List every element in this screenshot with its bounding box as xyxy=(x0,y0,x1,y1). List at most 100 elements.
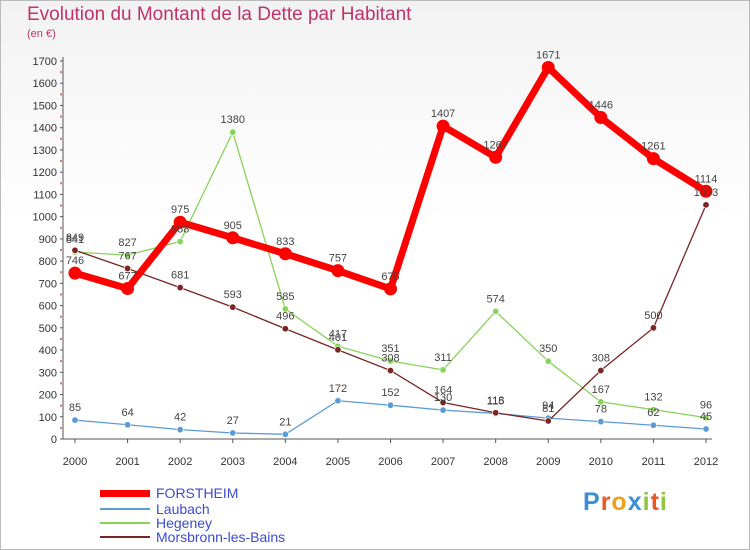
logo-letter: i xyxy=(642,488,651,516)
logo-letter: r xyxy=(600,488,612,516)
data-label: 42 xyxy=(174,412,186,424)
data-label: 1446 xyxy=(589,99,613,111)
data-point xyxy=(702,201,710,209)
proxiti-logo: Proxiti xyxy=(583,488,668,517)
legend-swatch xyxy=(100,508,150,510)
data-point xyxy=(489,150,503,164)
x-tick-label: 2003 xyxy=(221,456,245,468)
data-label: 27 xyxy=(227,415,239,427)
legend-label: Laubach xyxy=(156,501,210,517)
legend-label: Hegeney xyxy=(156,515,213,531)
logo-letter: t xyxy=(650,488,660,516)
data-label: 164 xyxy=(434,385,452,397)
data-point xyxy=(699,184,713,198)
x-tick-label: 2006 xyxy=(378,456,402,468)
legend-swatch xyxy=(100,536,150,538)
data-label: 888 xyxy=(171,224,189,236)
data-label: 585 xyxy=(276,291,294,303)
x-tick-label: 2004 xyxy=(273,456,297,468)
data-point xyxy=(439,399,447,407)
y-tick-label: 1700 xyxy=(33,56,57,68)
y-tick-label: 1600 xyxy=(33,78,57,90)
data-label: 78 xyxy=(595,404,607,416)
data-point xyxy=(71,416,79,424)
data-label: 905 xyxy=(224,220,242,232)
y-tick-label: 500 xyxy=(39,323,57,335)
data-point xyxy=(649,406,657,414)
data-label: 1671 xyxy=(536,49,560,61)
data-point xyxy=(124,251,132,259)
x-tick-label: 2011 xyxy=(642,456,666,468)
data-label: 308 xyxy=(592,353,610,365)
data-point xyxy=(594,110,608,124)
data-label: 1380 xyxy=(221,114,245,126)
data-label: 681 xyxy=(171,270,189,282)
data-label: 677 xyxy=(118,270,136,282)
y-tick-label: 900 xyxy=(39,234,57,246)
data-label: 746 xyxy=(66,255,84,267)
data-label: 401 xyxy=(329,332,347,344)
y-tick-label: 700 xyxy=(39,278,57,290)
data-point xyxy=(121,281,135,295)
y-tick-label: 1000 xyxy=(33,212,57,224)
data-label: 1053 xyxy=(694,187,718,199)
data-point xyxy=(436,119,450,133)
y-tick-label: 1400 xyxy=(33,123,57,135)
data-point xyxy=(278,247,292,261)
data-point xyxy=(281,430,289,438)
data-label: 1114 xyxy=(695,173,718,185)
data-label: 152 xyxy=(381,387,399,399)
data-label: 767 xyxy=(118,250,136,262)
logo-letter: x xyxy=(627,488,643,516)
data-point xyxy=(597,367,605,375)
x-tick-label: 2009 xyxy=(536,456,560,468)
data-label: 308 xyxy=(381,353,399,365)
x-tick-label: 2007 xyxy=(431,456,455,468)
data-point xyxy=(176,238,184,246)
data-point xyxy=(544,417,552,425)
data-label: 675 xyxy=(381,271,399,283)
data-point xyxy=(71,246,79,254)
y-tick-label: 1300 xyxy=(33,145,57,157)
data-point xyxy=(597,398,605,406)
y-axis-unit: (en €) xyxy=(27,28,56,40)
data-point xyxy=(597,418,605,426)
data-label: 1407 xyxy=(431,108,455,120)
data-label: 500 xyxy=(644,310,662,322)
data-label: 1267 xyxy=(483,139,507,151)
data-point xyxy=(176,284,184,292)
data-point xyxy=(386,401,394,409)
data-point xyxy=(68,266,82,280)
data-label: 1261 xyxy=(641,141,665,153)
data-label: 62 xyxy=(647,407,659,419)
data-label: 496 xyxy=(276,311,294,323)
data-label: 849 xyxy=(66,232,84,244)
data-point xyxy=(173,215,187,229)
data-label: 85 xyxy=(69,402,81,414)
data-point xyxy=(439,366,447,374)
data-point xyxy=(439,406,447,414)
data-point xyxy=(646,152,660,166)
legend-label: Morsbronn-les-Bains xyxy=(156,529,286,545)
data-point xyxy=(229,128,237,136)
logo-letter: i xyxy=(659,488,668,516)
x-tick-label: 2000 xyxy=(63,456,87,468)
y-tick-label: 200 xyxy=(39,390,57,402)
data-point xyxy=(702,414,710,422)
data-label: 841 xyxy=(66,234,84,246)
data-label: 45 xyxy=(700,411,712,423)
y-tick-label: 1500 xyxy=(33,100,57,112)
data-label: 130 xyxy=(434,392,452,404)
data-point xyxy=(386,357,394,365)
data-point xyxy=(544,357,552,365)
data-point xyxy=(281,305,289,313)
data-label: 172 xyxy=(329,383,347,395)
data-label: 757 xyxy=(329,253,347,265)
data-label: 574 xyxy=(486,293,504,305)
data-point xyxy=(229,429,237,437)
data-point xyxy=(541,60,555,74)
y-tick-label: 800 xyxy=(39,256,57,268)
data-point xyxy=(384,282,397,296)
